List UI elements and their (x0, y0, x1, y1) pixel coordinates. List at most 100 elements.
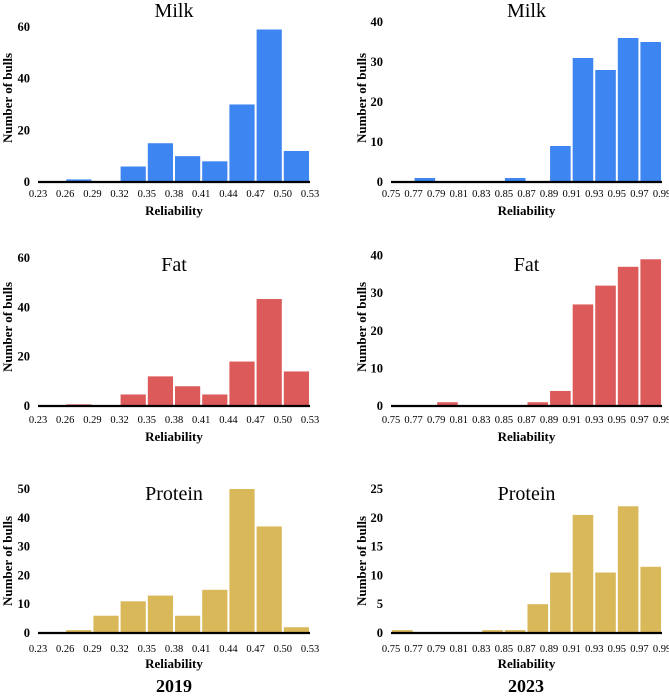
bar (66, 630, 92, 633)
chart-title: Protein (145, 483, 203, 505)
y-tick-label: 15 (371, 540, 384, 554)
x-tick-label: 0.38 (165, 415, 183, 426)
chart-panel-2: Milk Number of bulls 0 10 20 30 40 0.75 0.77 0.79… (354, 0, 669, 218)
y-tick-label: 40 (18, 511, 31, 525)
x-tick-label: 0.83 (472, 189, 490, 200)
bar (572, 58, 594, 182)
chart-panel-6: Protein Number of bulls 0 5 10 15 20 25 0.75 0.77… (354, 482, 669, 671)
y-tick-label: 25 (371, 482, 384, 496)
x-tick-label: 0.83 (472, 415, 490, 426)
x-tick-label: 0.44 (219, 644, 238, 655)
bar (504, 630, 526, 633)
y-tick-label: 10 (371, 135, 384, 149)
y-axis-label: Number of bulls (0, 282, 15, 372)
y-tick-label: 0 (377, 626, 383, 640)
bar (283, 627, 309, 633)
x-tick-label: 0.81 (450, 644, 468, 655)
chart-title: Fat (161, 254, 187, 276)
x-tick-label: 0.83 (472, 644, 490, 655)
bar (147, 595, 173, 633)
x-tick-label: 0.93 (585, 644, 603, 655)
y-tick-label: 5 (377, 597, 383, 611)
y-tick-label: 20 (371, 95, 384, 109)
y-axis-label: Number of bulls (354, 282, 369, 372)
x-tick-label: 0.47 (246, 189, 264, 200)
year-label-right: 2023 (508, 676, 544, 696)
chart-title: Protein (498, 483, 556, 505)
x-tick-label: 0.89 (540, 189, 558, 200)
x-tick-label: 0.23 (29, 415, 47, 426)
x-tick-label: 0.81 (450, 415, 468, 426)
y-tick-label: 30 (371, 286, 384, 300)
bar (256, 29, 282, 183)
y-tick-label: 20 (371, 511, 384, 525)
x-tick-label: 0.53 (301, 644, 319, 655)
x-tick-label: 0.95 (608, 189, 626, 200)
y-tick-label: 50 (18, 482, 31, 496)
x-tick-label: 0.97 (630, 189, 648, 200)
x-tick-label: 0.38 (165, 189, 183, 200)
x-tick-label: 0.79 (427, 644, 445, 655)
chart-panel-1: Milk Number of bulls 0 20 40 60 0.23 0.26 0.29 0.… (0, 0, 319, 218)
bar (572, 514, 594, 633)
bar (640, 259, 661, 406)
x-tick-label: 0.47 (246, 644, 264, 655)
y-axis-label: Number of bulls (0, 53, 15, 143)
bar (572, 304, 594, 406)
x-tick-label: 0.91 (562, 644, 580, 655)
bar (527, 604, 549, 633)
x-tick-label: 0.87 (517, 644, 535, 655)
x-axis-label: Reliability (498, 656, 556, 671)
bar (617, 266, 639, 406)
bar (93, 615, 119, 633)
bar (229, 361, 255, 406)
bar (640, 566, 661, 633)
bar (527, 402, 549, 406)
x-tick-label: 0.77 (404, 189, 422, 200)
x-tick-label: 0.99 (653, 644, 669, 655)
x-tick-label: 0.35 (138, 415, 156, 426)
x-tick-label: 0.89 (540, 644, 558, 655)
year-label-left: 2019 (156, 676, 192, 696)
y-tick-label: 20 (18, 350, 31, 364)
x-tick-label: 0.23 (29, 644, 47, 655)
x-tick-label: 0.97 (630, 415, 648, 426)
x-tick-label: 0.41 (192, 189, 210, 200)
bar (550, 146, 571, 182)
bar (283, 371, 309, 406)
chart-panel-5: Protein Number of bulls 0 10 20 30 40 50 0.23 0.2… (0, 482, 319, 671)
bar (595, 572, 616, 633)
x-tick-label: 0.35 (138, 644, 156, 655)
x-tick-label: 0.41 (192, 644, 210, 655)
chart-title: Milk (507, 0, 546, 22)
bar (617, 38, 639, 182)
x-axis-label: Reliability (145, 656, 203, 671)
x-tick-label: 0.79 (427, 415, 445, 426)
x-tick-label: 0.91 (562, 189, 580, 200)
x-tick-label: 0.53 (301, 415, 319, 426)
chart-title: Milk (155, 0, 194, 22)
x-tick-label: 0.50 (274, 644, 292, 655)
x-tick-label: 0.93 (585, 189, 603, 200)
bar (550, 572, 571, 633)
bar (120, 394, 146, 406)
x-tick-label: 0.50 (274, 189, 292, 200)
x-axis-label: Reliability (498, 203, 556, 218)
x-axis-label: Reliability (498, 429, 556, 444)
bar (229, 489, 255, 633)
x-tick-label: 0.85 (495, 644, 513, 655)
y-tick-label: 40 (371, 249, 384, 263)
bar (414, 178, 436, 182)
chart-title: Fat (514, 254, 540, 276)
x-tick-label: 0.75 (382, 644, 400, 655)
x-tick-label: 0.29 (83, 415, 101, 426)
bar (202, 161, 228, 182)
bar (202, 589, 228, 633)
bar (120, 601, 146, 633)
y-axis-label: Number of bulls (354, 53, 369, 143)
x-tick-label: 0.44 (219, 415, 238, 426)
x-tick-label: 0.87 (517, 415, 535, 426)
y-tick-label: 40 (371, 15, 384, 29)
x-tick-label: 0.38 (165, 644, 183, 655)
x-tick-label: 0.32 (110, 189, 128, 200)
